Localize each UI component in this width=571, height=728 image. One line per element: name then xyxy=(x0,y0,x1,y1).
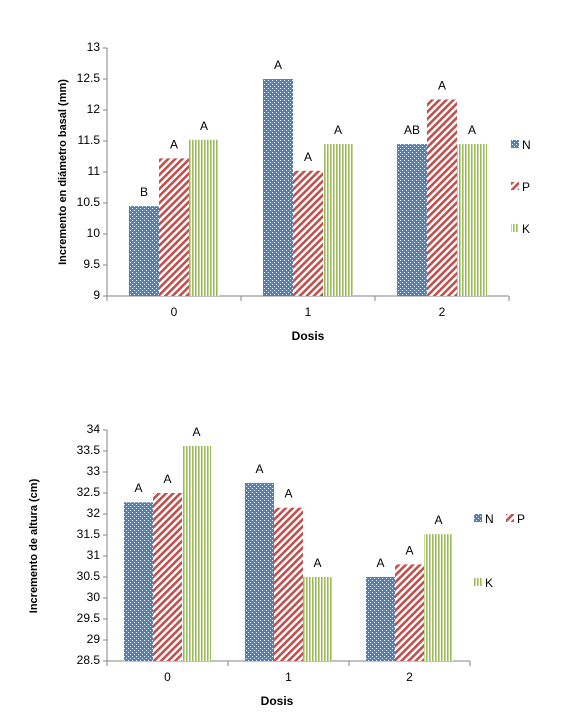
significance-label: A xyxy=(134,481,142,495)
y-tick-label: 31 xyxy=(87,548,101,562)
bar-N-dosis-1 xyxy=(263,79,293,296)
legend-label-K: K xyxy=(485,576,493,590)
bar-K-dosis-1 xyxy=(303,577,332,661)
bar-N-dosis-2 xyxy=(366,577,395,661)
y-tick-label: 12 xyxy=(87,102,101,116)
bar-N-dosis-0 xyxy=(124,502,153,661)
legend: N P K xyxy=(474,512,525,590)
y-tick-label: 28.5 xyxy=(77,653,101,667)
y-tick-label: 12.5 xyxy=(77,71,101,85)
significance-label: A xyxy=(376,556,384,570)
chart-altura: 28.5 29 29.5 30 30.5 31 31.5 32 32.5 33 33.5 34 A A A… xyxy=(28,422,525,708)
x-tick-label: 1 xyxy=(305,305,312,319)
significance-label: A xyxy=(313,556,321,570)
y-tick-label: 32.5 xyxy=(77,485,101,499)
legend-label-P: P xyxy=(522,180,530,194)
bar-K-dosis-2 xyxy=(457,144,487,296)
legend-swatch-N xyxy=(511,140,519,148)
y-axis-label: Incremento de altura (cm) xyxy=(28,478,40,613)
y-tick-label: 11.5 xyxy=(78,133,101,147)
y-tick-label: 9 xyxy=(93,288,100,302)
bar-P-dosis-1 xyxy=(274,507,303,661)
bar-P-dosis-0 xyxy=(153,493,182,661)
y-tick-label: 29 xyxy=(87,632,101,646)
y-tick-label: 33.5 xyxy=(77,443,101,457)
legend: N P K xyxy=(511,138,531,236)
significance-label: A xyxy=(334,123,342,137)
significance-label: A xyxy=(438,78,446,92)
significance-label: A xyxy=(405,543,413,557)
legend-swatch-P xyxy=(511,182,519,190)
bar-N-dosis-2 xyxy=(397,144,427,296)
y-tick-label: 29.5 xyxy=(77,611,101,625)
y-axis-label: Incremento en diámetro basal (mm) xyxy=(57,79,69,265)
y-tick-label: 11 xyxy=(88,164,101,178)
bar-K-dosis-1 xyxy=(323,144,353,296)
x-tick-label: 0 xyxy=(171,305,178,319)
legend-label-N: N xyxy=(485,512,494,526)
legend-swatch-K xyxy=(511,224,519,232)
legend-label-P: P xyxy=(517,512,525,526)
significance-label: A xyxy=(468,123,476,137)
significance-label: A xyxy=(163,472,171,486)
x-axis-label: Dosis xyxy=(292,329,325,343)
y-tick-label: 10.5 xyxy=(77,195,101,209)
legend-swatch-P xyxy=(506,514,514,522)
y-tick-label: 13 xyxy=(87,40,101,54)
bar-K-dosis-0 xyxy=(182,445,211,661)
bar-P-dosis-0 xyxy=(159,158,189,296)
bar-K-dosis-2 xyxy=(424,534,453,661)
bar-P-dosis-2 xyxy=(427,99,457,297)
x-axis-label: Dosis xyxy=(261,694,294,708)
legend-label-N: N xyxy=(522,138,531,152)
x-tick-label: 1 xyxy=(285,670,292,684)
bar-N-dosis-0 xyxy=(129,206,159,296)
significance-label: A xyxy=(284,487,292,501)
y-tick-label: 30 xyxy=(87,590,101,604)
significance-label: A xyxy=(434,513,442,527)
y-tick-label: 30.5 xyxy=(77,569,101,583)
y-tick-label: 9.5 xyxy=(83,257,100,271)
x-tick-label: 2 xyxy=(406,670,413,684)
y-tick-label: 31.5 xyxy=(77,527,101,541)
bar-N-dosis-1 xyxy=(245,482,274,661)
bar-P-dosis-1 xyxy=(293,170,323,296)
significance-label: A xyxy=(192,425,200,439)
significance-label: A xyxy=(274,58,282,72)
significance-label: B xyxy=(140,185,148,199)
significance-label: A xyxy=(200,119,208,133)
bar-K-dosis-0 xyxy=(189,139,219,296)
legend-label-K: K xyxy=(522,222,530,236)
bar-P-dosis-2 xyxy=(395,564,424,661)
legend-swatch-K xyxy=(474,578,482,586)
significance-label: A xyxy=(255,462,263,476)
x-tick-label: 0 xyxy=(164,670,171,684)
significance-label: AB xyxy=(404,123,420,137)
y-tick-label: 10 xyxy=(87,226,101,240)
x-tick-label: 2 xyxy=(439,305,446,319)
significance-label: A xyxy=(304,150,312,164)
y-tick-label: 32 xyxy=(87,506,101,520)
y-tick-label: 33 xyxy=(87,464,101,478)
legend-swatch-N xyxy=(474,514,482,522)
significance-label: A xyxy=(170,137,178,151)
y-tick-label: 34 xyxy=(87,422,101,436)
